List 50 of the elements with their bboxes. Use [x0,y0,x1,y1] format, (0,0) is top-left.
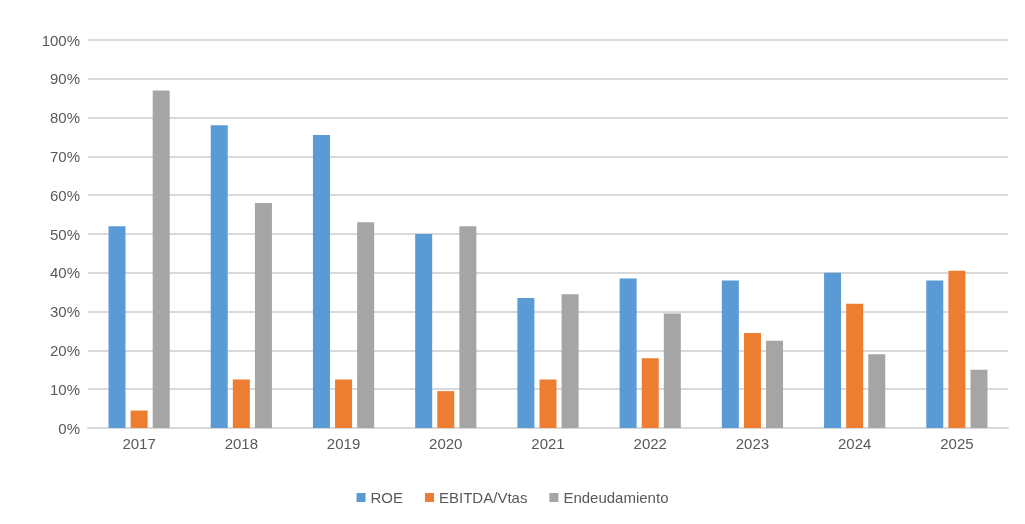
legend-label: Endeudamiento [563,489,669,506]
y-tick-label: 80% [49,109,80,127]
bar [130,410,148,428]
bar [152,90,170,428]
bar [254,202,272,428]
y-tick-label: 20% [49,341,80,359]
bar [948,270,966,428]
bar [970,369,988,428]
x-tick-label: 2018 [224,435,259,452]
x-tick-label: 2020 [429,435,463,452]
bar [539,379,557,428]
y-tick-label: 70% [49,147,80,165]
x-tick-label: 2024 [837,435,872,452]
bar [210,125,228,428]
bar [335,379,353,428]
bar [721,280,739,428]
y-tick-label: 10% [49,380,80,398]
bar [641,358,659,428]
bar [824,272,842,428]
bar [619,278,637,428]
bar [926,280,944,428]
bar [312,135,330,428]
bar [459,226,477,428]
y-tick-label: 40% [49,264,80,282]
bar [766,340,784,428]
bar [415,234,433,428]
bar [561,294,579,428]
bar [232,379,250,428]
y-tick-label: 100% [41,31,80,49]
bar [437,391,455,428]
bar [846,303,864,428]
x-tick-label: 2017 [122,435,156,452]
x-tick-label: 2022 [633,435,667,452]
x-tick-label: 2023 [735,435,770,452]
bar [357,222,375,428]
y-tick-label: 50% [49,225,80,243]
legend-label: EBITDA/Vtas [439,489,528,506]
y-tick-label: 30% [49,303,80,321]
bar [517,298,535,428]
y-tick-label: 90% [49,70,80,88]
x-tick-label: 2025 [940,435,974,452]
y-tick-label: 60% [49,186,80,204]
legend-label: ROE [370,489,404,506]
bar [663,313,681,428]
bar [743,332,761,428]
x-tick-label: 2021 [531,435,565,452]
bar [868,354,886,428]
x-tick-label: 2019 [326,435,361,452]
bar [108,226,126,428]
y-tick-label: 0% [58,419,80,437]
